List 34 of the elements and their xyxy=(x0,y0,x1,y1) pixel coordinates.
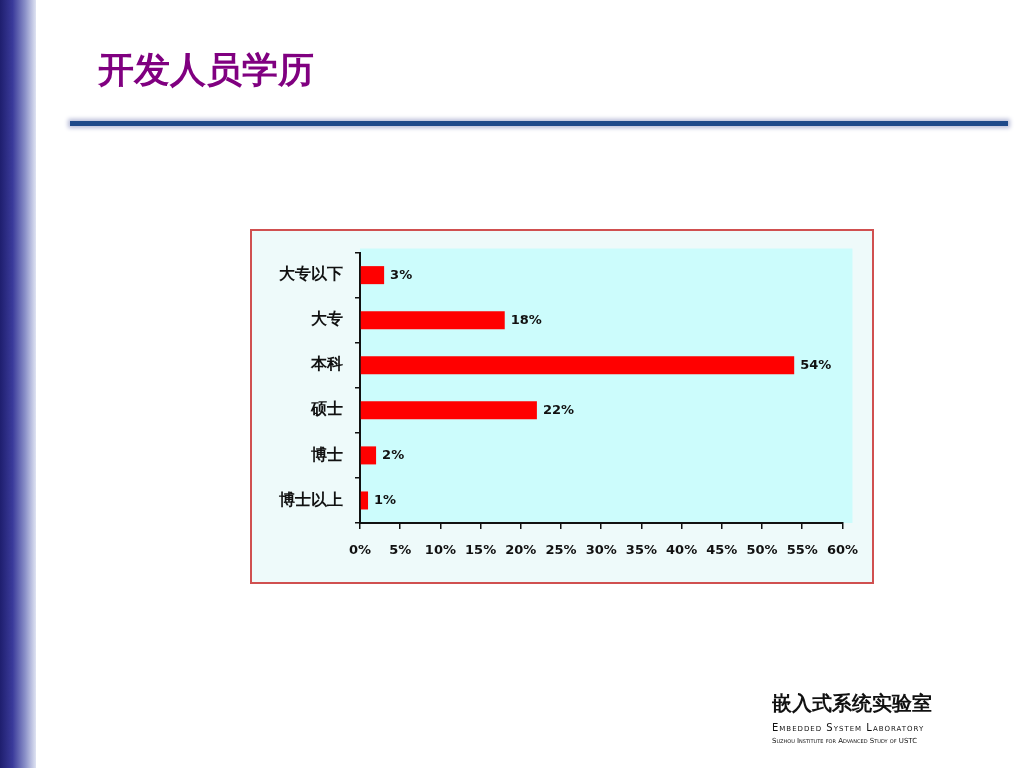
data-label: 22% xyxy=(542,401,575,417)
chart-title: 开发人员学历 xyxy=(98,47,314,92)
x-tick-label: 25% xyxy=(545,542,577,558)
x-tick-label: 60% xyxy=(826,542,858,558)
x-tick-label: 35% xyxy=(625,542,657,558)
x-tick-label: 50% xyxy=(746,542,778,558)
x-tick-label: 20% xyxy=(505,542,537,558)
y-tick-label: 本科 xyxy=(310,354,343,374)
bar xyxy=(360,356,795,375)
y-tick-label: 大专以下 xyxy=(279,264,343,284)
x-tick-label: 40% xyxy=(666,542,698,558)
y-tick-label: 博士 xyxy=(310,444,343,464)
x-tick-label: 55% xyxy=(786,542,818,558)
data-label: 54% xyxy=(800,356,832,372)
data-label: 1% xyxy=(374,491,397,507)
bar xyxy=(360,491,369,510)
x-tick-label: 5% xyxy=(389,542,412,558)
x-tick-label: 45% xyxy=(706,542,738,558)
y-tick-label: 硕士 xyxy=(310,399,343,419)
data-label: 3% xyxy=(390,266,413,282)
x-tick-label: 15% xyxy=(465,542,497,558)
bar xyxy=(360,266,385,285)
text: 嵌入式系统实验室 xyxy=(772,690,932,717)
data-label: 18% xyxy=(510,311,542,327)
x-tick-label: 0% xyxy=(348,542,372,558)
bar xyxy=(360,401,537,420)
x-tick-label: 30% xyxy=(585,542,617,558)
x-tick-label: 10% xyxy=(424,542,456,558)
data-label: 2% xyxy=(382,446,405,462)
y-tick-label: 大专 xyxy=(311,309,343,329)
text: Embedded System Laboratory xyxy=(772,722,925,733)
y-tick-label: 博士以上 xyxy=(278,489,343,509)
bar xyxy=(360,446,377,465)
bar xyxy=(360,311,505,330)
